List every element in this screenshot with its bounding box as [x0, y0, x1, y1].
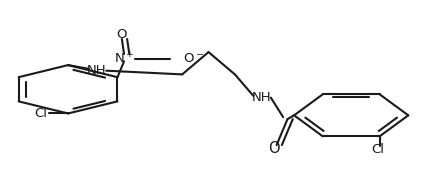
Text: NH: NH	[251, 91, 270, 104]
Text: N$^+$: N$^+$	[113, 51, 134, 66]
Text: Cl: Cl	[34, 107, 47, 120]
Text: O$^-$: O$^-$	[183, 52, 204, 65]
Text: Cl: Cl	[370, 143, 383, 156]
Text: O: O	[268, 141, 279, 156]
Text: NH: NH	[87, 64, 106, 77]
Text: O: O	[117, 28, 127, 41]
